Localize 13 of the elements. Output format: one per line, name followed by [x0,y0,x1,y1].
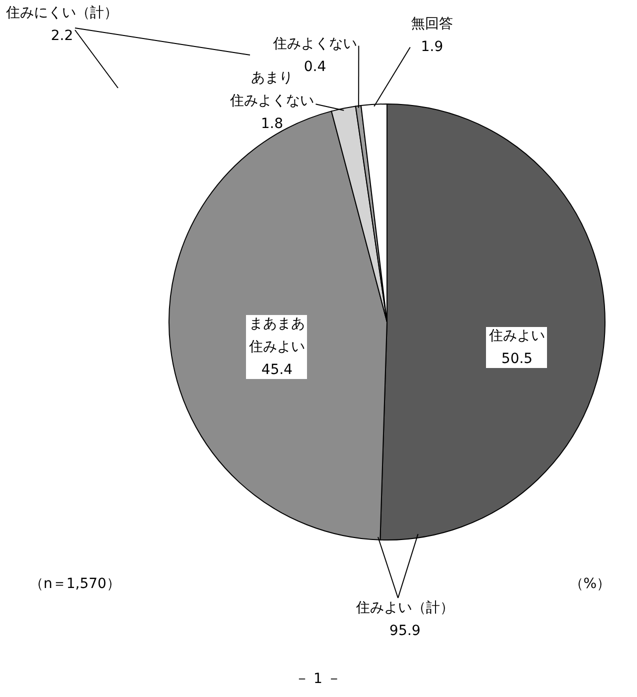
data-label: 45.4 [261,362,293,378]
text: （%） [569,576,611,592]
data-label: 1.9 [420,39,444,55]
data-label: 50.5 [501,351,533,367]
slice-label: 住みよくない [272,36,357,52]
slice-label: 住みよい [488,328,545,344]
text: － 1 － [295,671,341,687]
text: 住みにくい（計） 2.2 [5,5,118,44]
slice-label: まあまあ住みよい [248,316,305,355]
slice-label: 無回答 [411,16,453,32]
text: 住みよい（計） 95.9 [355,600,454,639]
text: （n＝1,570） [30,576,120,592]
data-label: 1.8 [260,116,284,132]
